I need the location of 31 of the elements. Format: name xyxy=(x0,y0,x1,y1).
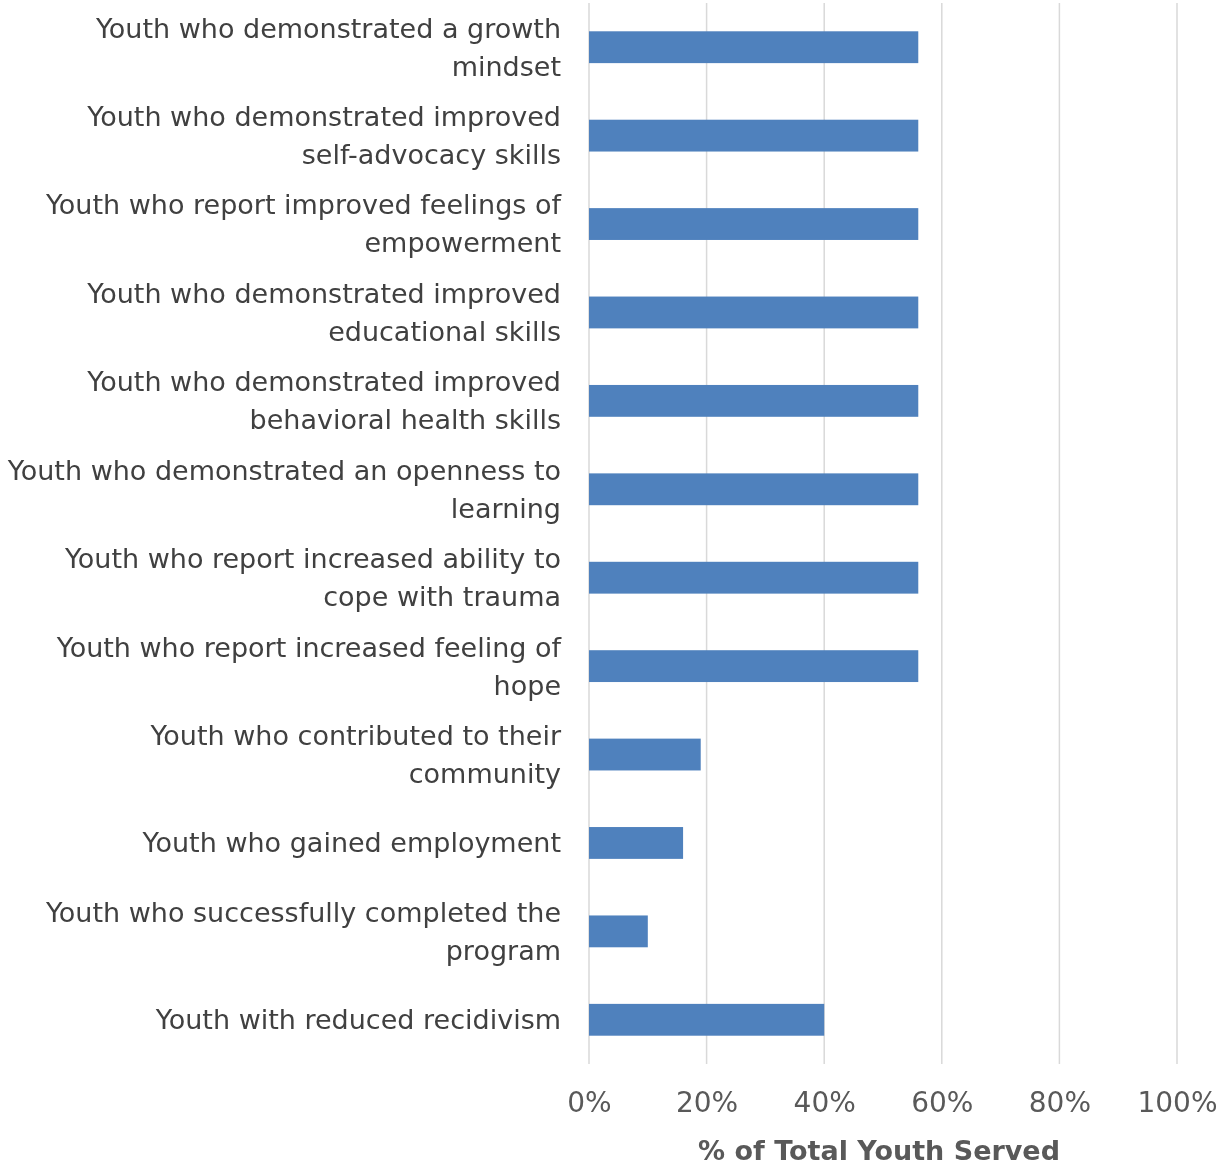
bar xyxy=(589,119,919,152)
bar xyxy=(589,561,919,594)
bar xyxy=(589,384,919,417)
y-tick-label: Youth who demonstrated a growth mindset xyxy=(94,12,561,82)
x-axis-title: % of Total Youth Served xyxy=(698,1135,1060,1165)
y-tick-label: Youth who gained employment xyxy=(141,827,561,859)
y-tick-label: Youth who demonstrated improved educational skills xyxy=(86,277,561,347)
y-tick-label: Youth who demonstrated an openness to learning xyxy=(6,454,561,524)
bar xyxy=(589,31,919,64)
bar xyxy=(589,827,684,859)
bar xyxy=(589,296,919,329)
y-tick-label: Youth who successfully completed the program xyxy=(44,896,561,966)
x-tick-label: 100% xyxy=(1137,1085,1218,1119)
bar xyxy=(589,738,701,771)
y-tick-label: Youth who report increased ability to cope with trauma xyxy=(63,543,561,613)
y-tick-label: Youth with reduced recidivism xyxy=(154,1004,561,1036)
bar xyxy=(589,473,919,506)
y-tick-label: Youth who contributed to their community xyxy=(149,719,562,789)
x-tick-label: 20% xyxy=(675,1085,739,1119)
x-tick-label: 80% xyxy=(1028,1085,1092,1119)
bar xyxy=(589,650,919,683)
x-tick-label: 0% xyxy=(567,1085,612,1119)
x-tick-label: 60% xyxy=(911,1085,974,1119)
y-tick-label: Youth who demonstrated improved self-advocacy skills xyxy=(86,101,561,171)
y-tick-label: Youth who report increased feeling of hope xyxy=(55,631,563,701)
bar xyxy=(589,208,919,240)
x-tick-label: 40% xyxy=(793,1085,856,1119)
y-tick-label: Youth who demonstrated improved behavioral health skills xyxy=(86,366,561,436)
bar xyxy=(589,915,648,948)
y-tick-label: Youth who report improved feelings of empowerment xyxy=(44,189,563,259)
bar xyxy=(589,1003,825,1036)
